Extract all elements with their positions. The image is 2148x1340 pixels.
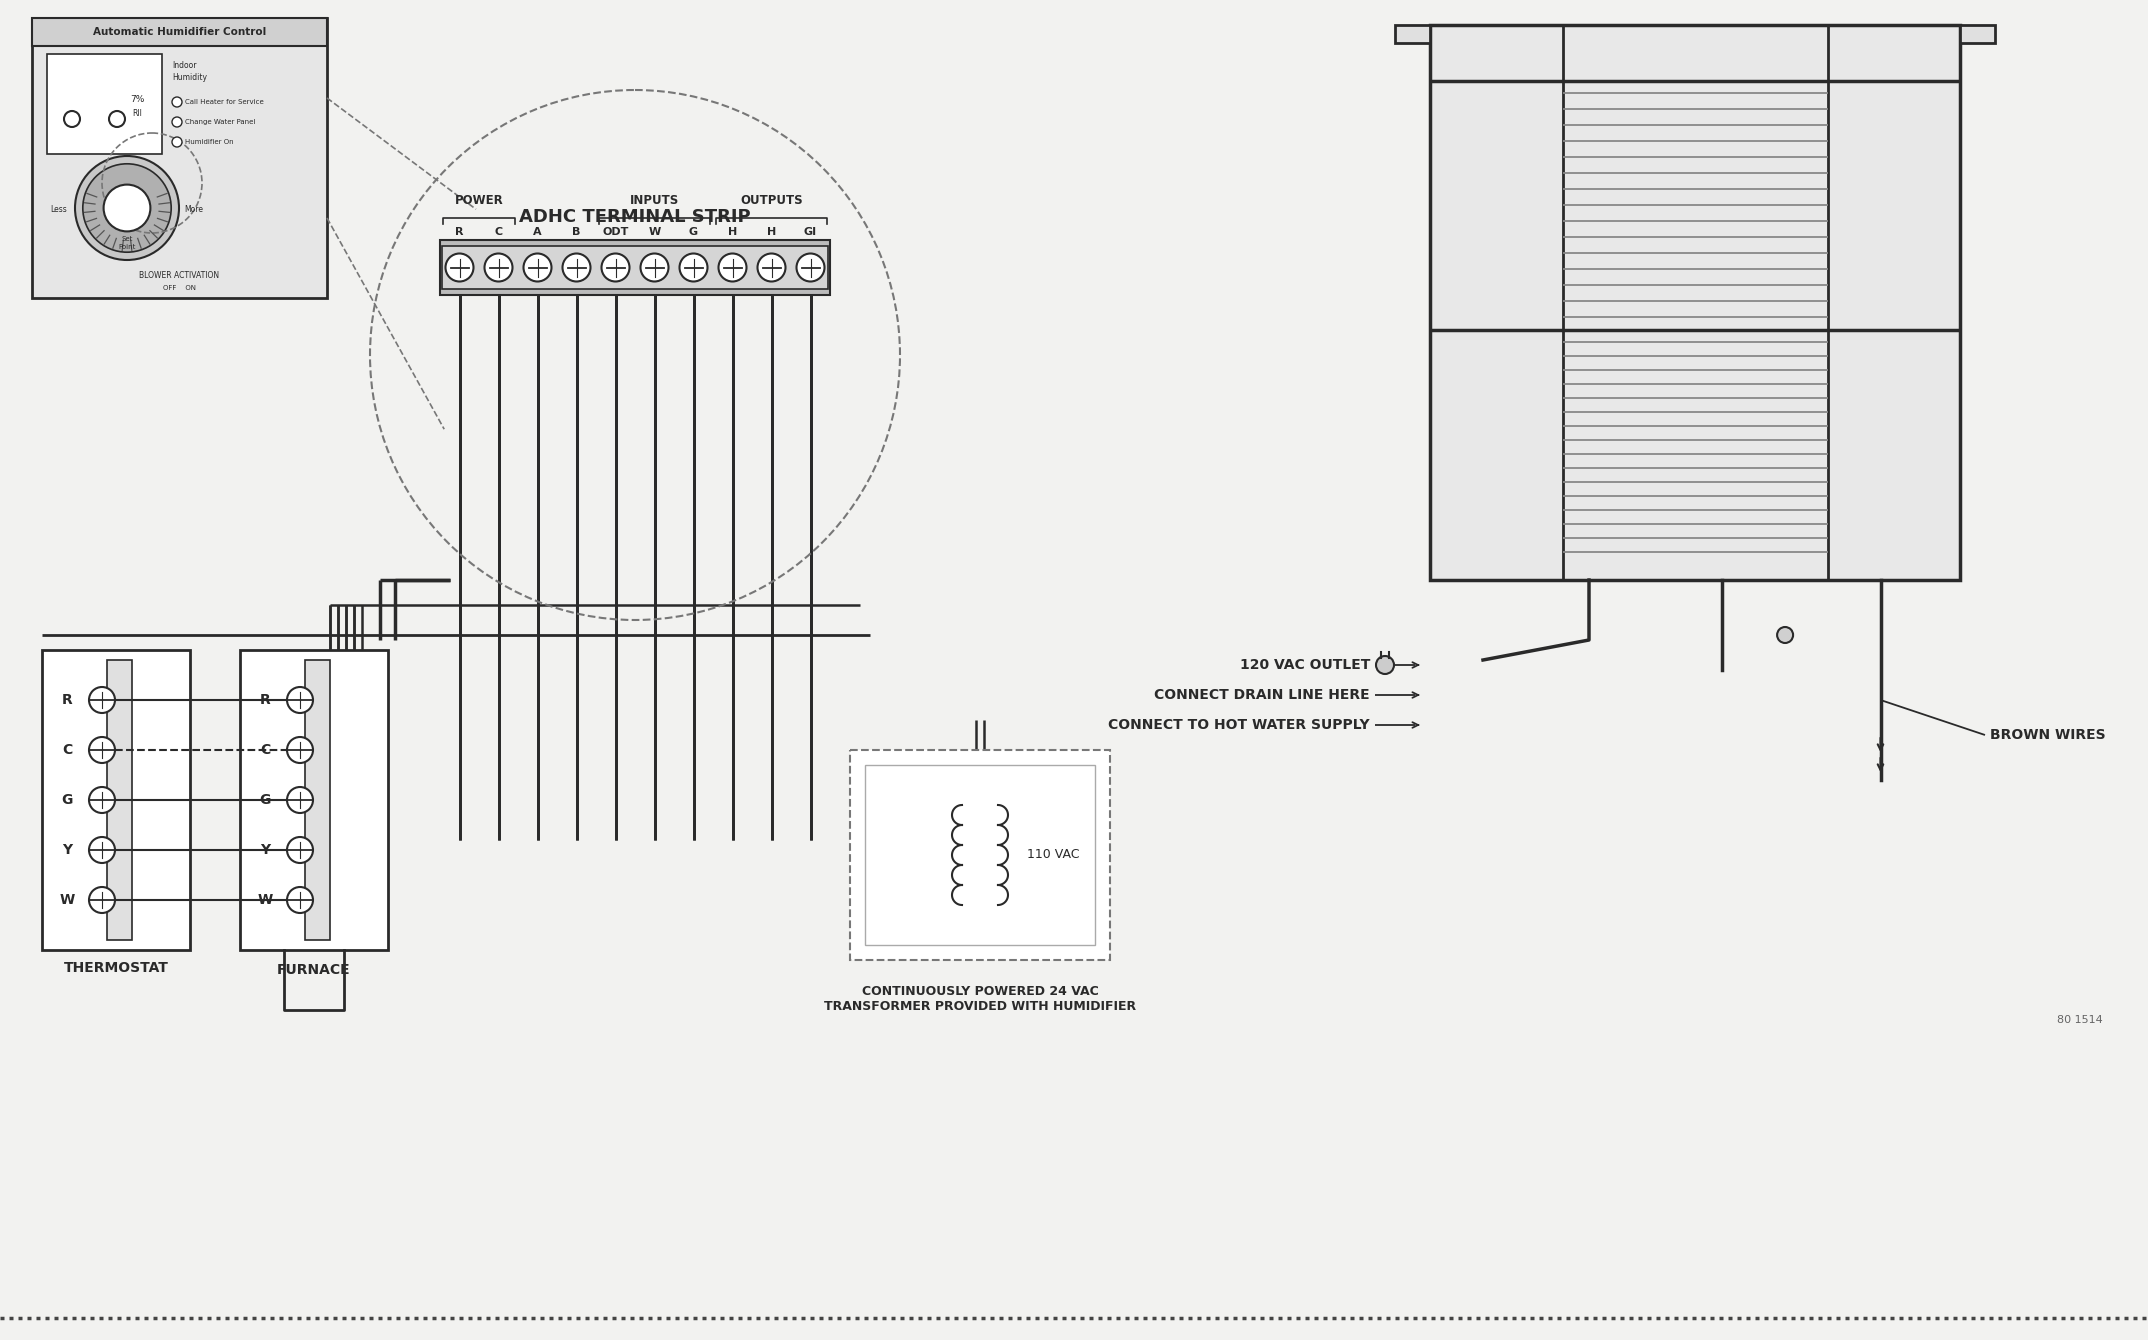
Bar [305, 661, 331, 939]
Text: OUTPUTS: OUTPUTS [741, 193, 803, 206]
Circle shape [88, 887, 116, 913]
Text: G: G [260, 793, 271, 807]
Text: H: H [767, 226, 775, 237]
Circle shape [717, 253, 748, 281]
Circle shape [640, 253, 668, 281]
Text: H: H [728, 226, 737, 237]
Circle shape [1377, 657, 1394, 674]
Text: 7%: 7% [129, 95, 144, 103]
Text: 120 VAC OUTLET: 120 VAC OUTLET [1239, 658, 1370, 671]
Circle shape [88, 687, 116, 713]
Text: C: C [62, 742, 73, 757]
Text: Change Water Panel: Change Water Panel [185, 119, 256, 125]
Circle shape [88, 838, 116, 863]
Circle shape [288, 687, 314, 713]
Text: Humidifier On: Humidifier On [185, 139, 234, 145]
Text: CONTINUOUSLY POWERED 24 VAC
TRANSFORMER PROVIDED WITH HUMIDIFIER: CONTINUOUSLY POWERED 24 VAC TRANSFORMER … [825, 985, 1136, 1013]
Text: Set: Set [120, 236, 133, 243]
Circle shape [103, 185, 150, 232]
Bar [1394, 25, 1431, 43]
Circle shape [88, 787, 116, 813]
Circle shape [172, 137, 183, 147]
Circle shape [288, 838, 314, 863]
Text: ADHC TERMINAL STRIP: ADHC TERMINAL STRIP [520, 208, 752, 226]
Text: Y: Y [62, 843, 73, 858]
Bar [440, 240, 829, 295]
Circle shape [110, 111, 125, 127]
Text: 110 VAC: 110 VAC [1027, 848, 1078, 862]
Bar [43, 650, 189, 950]
Text: A: A [533, 226, 541, 237]
Text: 80 1514: 80 1514 [2058, 1014, 2103, 1025]
Bar [866, 765, 1095, 945]
Text: W: W [258, 892, 273, 907]
Bar [241, 650, 389, 950]
Circle shape [485, 253, 513, 281]
Text: BLOWER ACTIVATION: BLOWER ACTIVATION [140, 272, 219, 280]
Text: GI: GI [803, 226, 816, 237]
Text: B: B [571, 226, 580, 237]
Text: C: C [260, 742, 271, 757]
Circle shape [88, 737, 116, 762]
Bar [1959, 25, 1995, 43]
Text: CONNECT TO HOT WATER SUPPLY: CONNECT TO HOT WATER SUPPLY [1108, 718, 1370, 732]
Circle shape [172, 117, 183, 127]
Text: BROWN WIRES: BROWN WIRES [1989, 728, 2105, 742]
Text: CONNECT DRAIN LINE HERE: CONNECT DRAIN LINE HERE [1153, 687, 1370, 702]
Text: R: R [62, 693, 73, 708]
Circle shape [679, 253, 707, 281]
Circle shape [75, 155, 178, 260]
Bar [32, 17, 326, 46]
Text: FURNACE: FURNACE [277, 963, 350, 977]
Text: W: W [649, 226, 662, 237]
Text: INPUTS: INPUTS [629, 193, 679, 206]
Text: Indoor: Indoor [172, 62, 195, 71]
Circle shape [797, 253, 825, 281]
Text: G: G [690, 226, 698, 237]
Bar [1431, 25, 1959, 580]
Circle shape [445, 253, 473, 281]
Circle shape [563, 253, 591, 281]
Circle shape [288, 737, 314, 762]
Text: POWER: POWER [455, 193, 503, 206]
Circle shape [288, 887, 314, 913]
Circle shape [1776, 627, 1794, 643]
Text: R: R [260, 693, 271, 708]
Text: Point: Point [118, 244, 135, 251]
Bar [851, 750, 1111, 959]
Text: THERMOSTAT: THERMOSTAT [64, 961, 168, 976]
Bar [107, 661, 131, 939]
Bar [32, 17, 326, 297]
Text: More: More [185, 205, 204, 214]
Text: ODT: ODT [601, 226, 629, 237]
Circle shape [758, 253, 786, 281]
Text: C: C [494, 226, 503, 237]
Text: Humidity: Humidity [172, 74, 206, 83]
Text: R: R [455, 226, 464, 237]
Text: Rll: Rll [131, 110, 142, 118]
Bar [47, 54, 161, 154]
Text: W: W [60, 892, 75, 907]
Bar [442, 247, 827, 289]
Circle shape [64, 111, 79, 127]
Text: Less: Less [49, 205, 67, 214]
Circle shape [524, 253, 552, 281]
Text: OFF    ON: OFF ON [163, 285, 195, 291]
Circle shape [601, 253, 629, 281]
Circle shape [172, 96, 183, 107]
Text: Call Heater for Service: Call Heater for Service [185, 99, 264, 105]
Circle shape [84, 163, 172, 252]
Text: Y: Y [260, 843, 271, 858]
Circle shape [288, 787, 314, 813]
Text: Automatic Humidifier Control: Automatic Humidifier Control [92, 27, 266, 38]
Text: G: G [62, 793, 73, 807]
